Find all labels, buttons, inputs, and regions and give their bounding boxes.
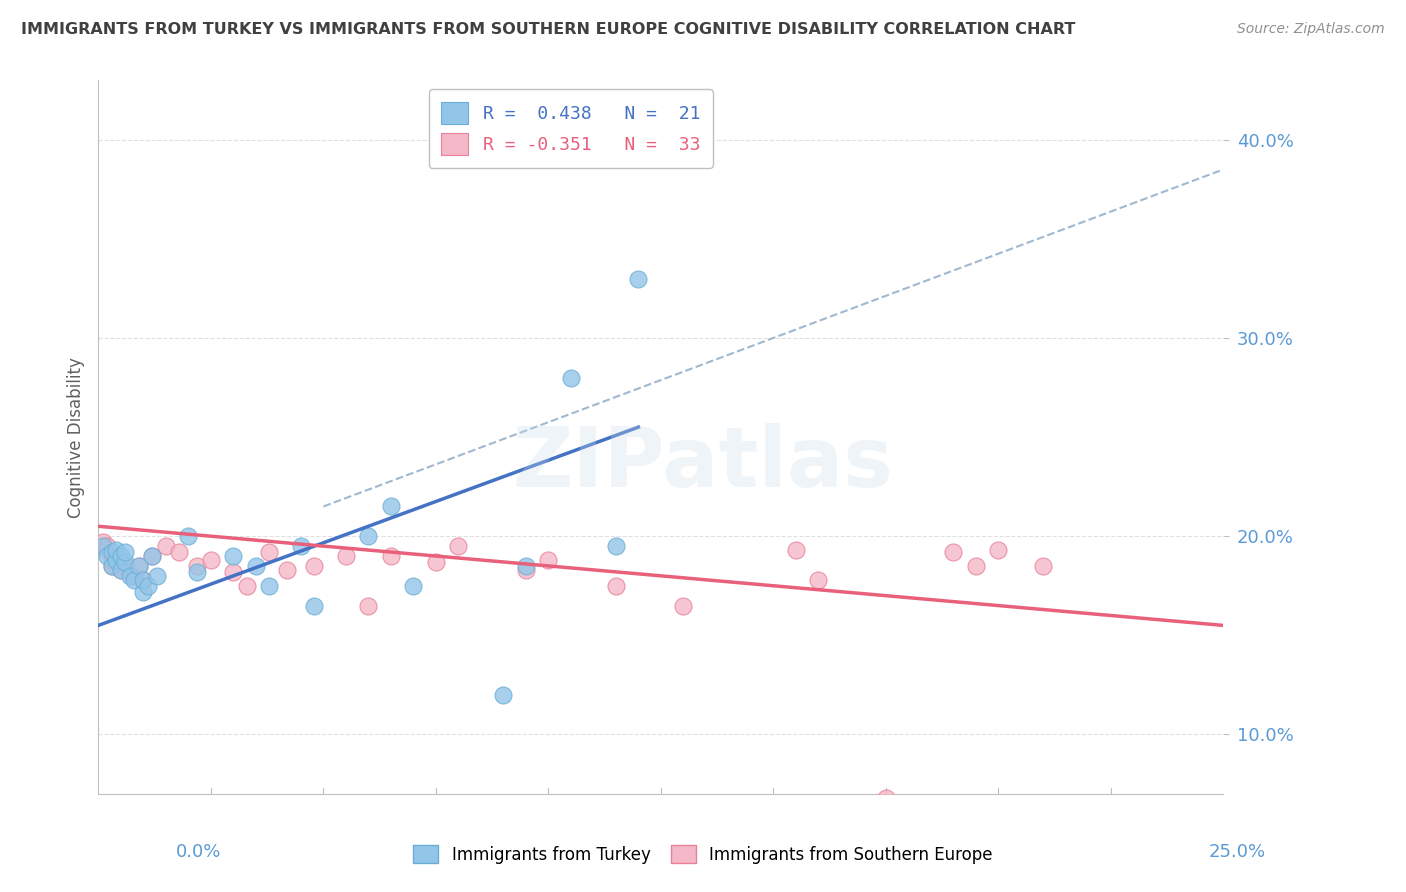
Point [101,553,124,567]
Point [105,549,128,563]
Point [105,543,128,558]
Text: Source: ZipAtlas.com: Source: ZipAtlas.com [1237,22,1385,37]
Point [537,553,560,567]
Point [245,558,267,573]
Point [515,563,537,577]
Point [128,558,150,573]
Point [124,573,146,587]
Point [114,558,136,573]
Point [222,565,245,579]
Point [118,569,141,583]
Point [101,558,124,573]
Point [186,565,208,579]
Legend: R =  0.438   N =  21, R = -0.351   N =  33: R = 0.438 N = 21, R = -0.351 N = 33 [429,89,713,168]
Point [920,803,942,817]
Point [177,529,200,543]
Y-axis label: Cognitive Disability: Cognitive Disability [66,357,84,517]
Point [402,579,425,593]
Legend: Immigrants from Turkey, Immigrants from Southern Europe: Immigrants from Turkey, Immigrants from … [406,838,1000,871]
Point [132,573,155,587]
Point [785,543,807,558]
Point [236,579,259,593]
Point [200,553,222,567]
Point [114,545,136,559]
Point [186,558,208,573]
Point [627,271,650,285]
Point [605,539,627,553]
Point [96,549,118,563]
Point [560,370,582,384]
Point [110,563,132,577]
Point [146,569,169,583]
Point [141,549,163,563]
Point [987,543,1010,558]
Point [155,539,177,553]
Point [91,535,114,549]
Point [169,545,191,559]
Point [304,558,326,573]
Point [1032,558,1054,573]
Point [942,545,965,559]
Point [96,539,118,553]
Point [222,549,245,563]
Point [114,555,136,569]
Point [105,553,128,567]
Point [141,549,163,563]
Point [492,688,515,702]
Point [447,539,470,553]
Point [118,565,141,579]
Point [101,545,124,559]
Point [605,579,627,593]
Point [136,579,159,593]
Point [259,545,281,559]
Point [425,555,447,569]
Point [672,599,695,613]
Point [304,599,326,613]
Point [357,599,380,613]
Point [875,790,897,805]
Point [132,584,155,599]
Point [335,549,357,563]
Text: IMMIGRANTS FROM TURKEY VS IMMIGRANTS FROM SOUTHERN EUROPE COGNITIVE DISABILITY C: IMMIGRANTS FROM TURKEY VS IMMIGRANTS FRO… [21,22,1076,37]
Point [91,539,114,553]
Point [132,573,155,587]
Point [259,579,281,593]
Point [515,558,537,573]
Point [380,549,402,563]
Text: 25.0%: 25.0% [1208,843,1265,861]
Point [96,543,118,558]
Point [807,573,830,587]
Point [128,558,150,573]
Point [380,500,402,514]
Point [357,529,380,543]
Text: 0.0%: 0.0% [176,843,221,861]
Point [110,549,132,563]
Point [101,558,124,573]
Point [290,539,312,553]
Point [110,563,132,577]
Text: ZIPatlas: ZIPatlas [513,424,893,504]
Point [124,569,146,583]
Point [965,558,987,573]
Point [110,555,132,569]
Point [276,563,298,577]
